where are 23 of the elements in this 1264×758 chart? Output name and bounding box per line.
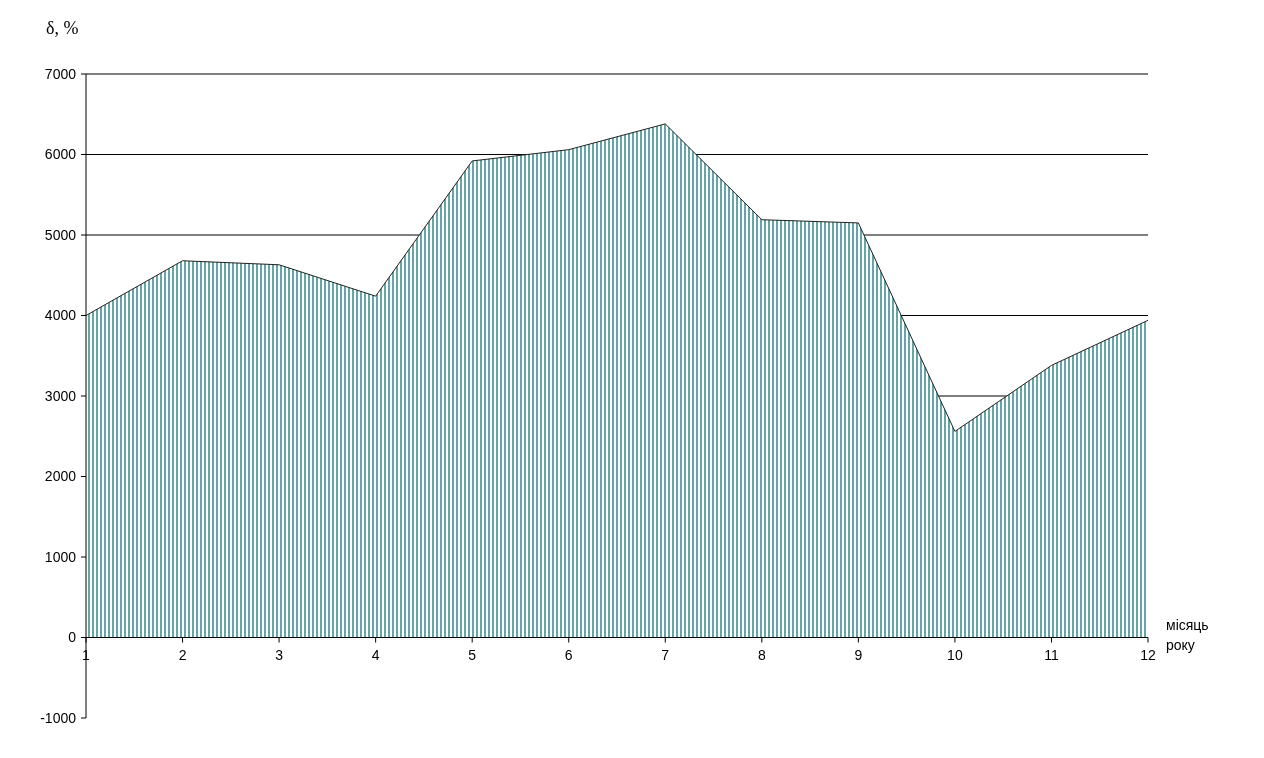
x-tick-label: 10 [947, 646, 963, 663]
y-tick-label: 7000 [44, 65, 77, 82]
x-tick-label: 1 [82, 646, 91, 663]
y-axis-title: δ, % [46, 18, 79, 38]
y-tick-label: 1000 [44, 548, 77, 565]
x-tick-label: 9 [854, 646, 863, 663]
x-tick-label: 2 [178, 646, 187, 663]
x-axis-title: місяць року [1166, 616, 1209, 653]
y-tick-label: 3000 [44, 387, 77, 404]
x-tick-label: 3 [275, 646, 284, 663]
x-tick-label: 4 [371, 646, 380, 663]
y-tick-label: 0 [68, 629, 77, 646]
x-tick-label: 5 [468, 646, 477, 663]
x-tick-label: 6 [564, 646, 573, 663]
y-tick-label: -1000 [40, 709, 77, 726]
x-tick-label: 8 [757, 646, 766, 663]
y-tick-label: 5000 [44, 226, 77, 243]
x-tick-label: 7 [661, 646, 670, 663]
y-tick-label: 6000 [44, 146, 77, 163]
x-tick-label: 11 [1044, 646, 1059, 663]
x-tick-label: 12 [1140, 646, 1156, 663]
y-tick-label: 4000 [44, 307, 77, 324]
y-tick-label: 2000 [44, 468, 77, 485]
